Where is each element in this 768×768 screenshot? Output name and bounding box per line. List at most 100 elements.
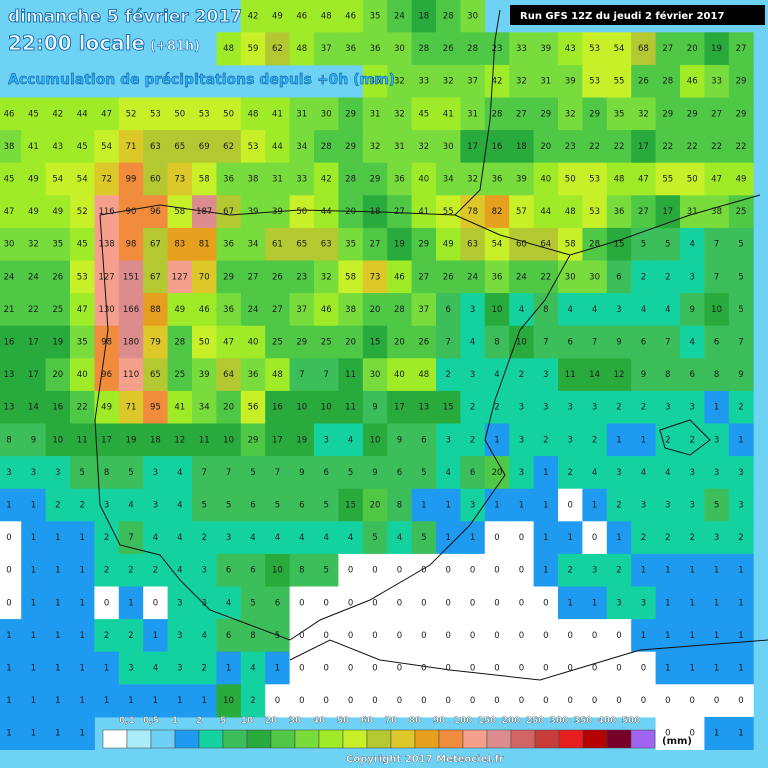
precip-cell [582, 456, 608, 490]
precip-cell [118, 521, 144, 555]
precip-cell [509, 586, 535, 620]
precip-cell [484, 586, 510, 620]
grid-value: 5 [372, 533, 377, 543]
precip-cell [362, 32, 388, 66]
precip-cell [21, 586, 47, 620]
grid-value: 41 [418, 207, 429, 217]
grid-value: 67 [150, 240, 161, 250]
precip-cell [558, 456, 583, 490]
grid-value: 0 [421, 696, 426, 706]
legend-swatch [318, 729, 344, 749]
precip-cell [484, 488, 510, 522]
grid-value: 0 [372, 566, 377, 576]
precip-cell [704, 227, 730, 261]
precip-cell [558, 684, 583, 718]
grid-value: 2 [104, 631, 109, 641]
precip-cell [289, 32, 315, 66]
precip-cell [728, 619, 754, 653]
legend: 0,1 0,5 1 2 5 10 20 30 40 50 60 70 80 90 100 150 200 250 3… [102, 716, 656, 749]
grid-value: 71 [126, 403, 137, 413]
legend-swatch [174, 729, 200, 749]
grid-value: 1 [79, 566, 84, 576]
grid-value: 22 [28, 305, 39, 315]
precip-cell [655, 97, 681, 131]
precip-cell [192, 227, 217, 261]
grid-value: 1 [6, 664, 11, 674]
precip-cell [387, 390, 413, 424]
grid-value: 1 [641, 435, 646, 445]
grid-value: 49 [28, 207, 39, 217]
precip-cell [167, 97, 193, 131]
precip-cell [582, 390, 608, 424]
grid-value: 4 [250, 664, 255, 674]
grid-value: 0 [372, 598, 377, 608]
grid-value: 26 [443, 272, 454, 282]
grid-value: 1 [79, 696, 84, 706]
precip-cell [314, 390, 339, 424]
precip-cell [167, 293, 193, 327]
precip-cell [70, 195, 95, 229]
precip-cell [45, 456, 71, 490]
grid-value: 71 [126, 142, 137, 152]
precip-cell [582, 684, 608, 718]
grid-value: 1 [128, 696, 133, 706]
precip-cell [606, 293, 632, 327]
precip-cell [289, 390, 315, 424]
grid-value: 33 [296, 175, 307, 185]
grid-value: 18 [418, 12, 429, 22]
grid-value: 0 [348, 696, 353, 706]
grid-value: 3 [689, 403, 694, 413]
grid-value: 0 [738, 696, 743, 706]
precip-cell [167, 423, 193, 457]
precip-cell [484, 390, 510, 424]
grid-value: 8 [714, 370, 719, 380]
precip-cell [509, 619, 535, 653]
precip-cell [460, 227, 486, 261]
grid-value: 83 [174, 240, 185, 250]
grid-value: 32 [516, 77, 527, 87]
precip-cell [436, 553, 461, 587]
precip-cell [436, 456, 461, 490]
precip-cell [240, 162, 266, 196]
north-coast [99, 9, 501, 216]
precip-cell [70, 293, 95, 327]
grid-value: 24 [516, 272, 527, 282]
precip-cell [484, 553, 510, 587]
precip-cell [289, 260, 315, 294]
precip-cell [21, 97, 47, 131]
precip-cell [484, 651, 510, 685]
precip-cell [289, 358, 315, 392]
grid-value: 65 [174, 142, 185, 152]
legend-tick-label: 2 [196, 716, 202, 726]
precip-cell [167, 684, 193, 718]
precip-cell [411, 553, 437, 587]
precip-cell [558, 97, 583, 131]
grid-value: 3 [714, 533, 719, 543]
precip-cell [631, 521, 657, 555]
grid-value: 0 [543, 664, 548, 674]
precip-cell [411, 227, 437, 261]
grid-value: 48 [614, 175, 625, 185]
grid-value: 3 [592, 566, 597, 576]
precip-cell [704, 97, 730, 131]
grid-value: 26 [443, 44, 454, 54]
precip-cell [680, 293, 705, 327]
precip-cell [192, 423, 217, 457]
precip-cell [411, 0, 437, 33]
grid-value: 17 [394, 403, 405, 413]
precip-cell [338, 390, 364, 424]
precip-cell [533, 358, 559, 392]
legend-tick-label: 0,1 [119, 716, 135, 726]
precip-cell [728, 684, 754, 718]
precip-cell [436, 325, 461, 359]
precip-cell [143, 619, 169, 653]
grid-value: 1 [689, 664, 694, 674]
precip-cell [460, 521, 486, 555]
precip-cell [70, 716, 95, 750]
grid-value: 3 [738, 468, 743, 478]
grid-value: 0 [592, 533, 597, 543]
precip-cell [631, 293, 657, 327]
grid-value: 0 [299, 664, 304, 674]
grid-value: 3 [55, 468, 60, 478]
grid-value: 0 [445, 566, 450, 576]
